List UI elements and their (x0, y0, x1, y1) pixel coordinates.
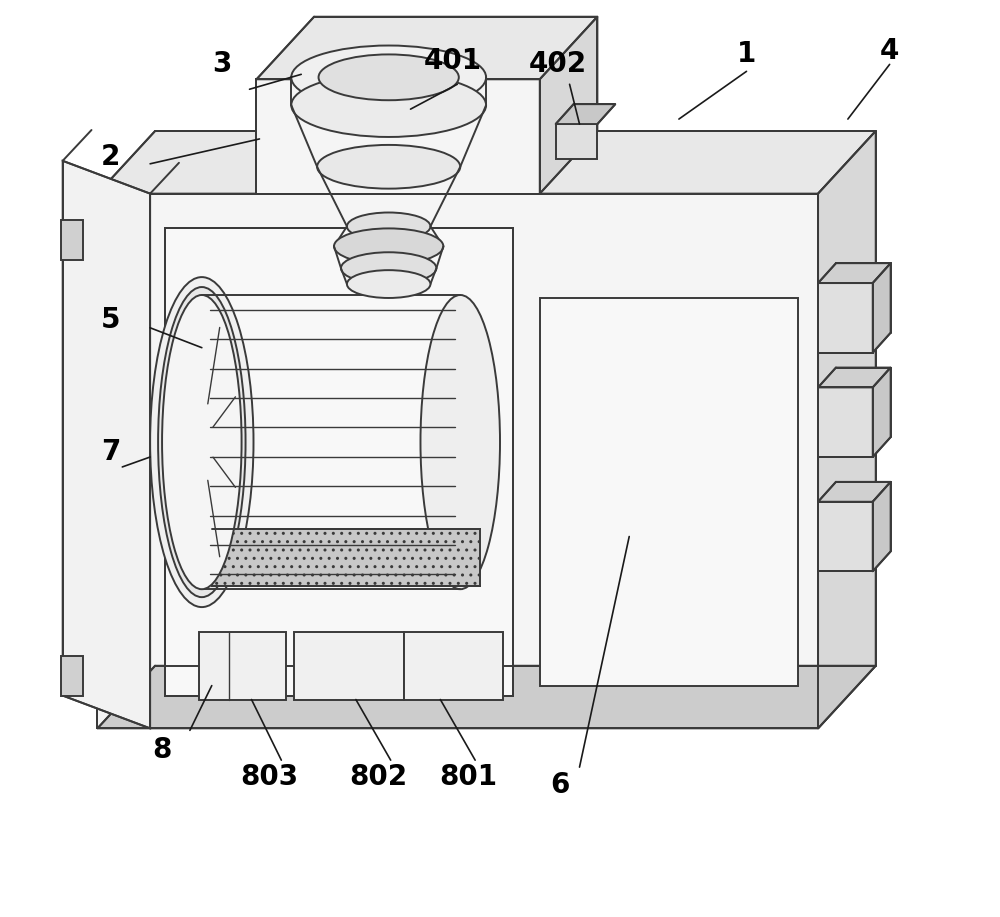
Text: 6: 6 (550, 771, 569, 799)
Text: 803: 803 (240, 763, 298, 791)
Ellipse shape (341, 252, 436, 284)
Bar (540, 298, 798, 686)
Polygon shape (540, 17, 597, 193)
Bar (556, 124, 597, 159)
Ellipse shape (291, 73, 486, 137)
Bar (61, 656, 83, 696)
Bar (61, 220, 83, 260)
Polygon shape (873, 481, 891, 571)
Text: 5: 5 (101, 306, 120, 334)
Polygon shape (97, 193, 818, 728)
Text: 8: 8 (152, 736, 172, 764)
Polygon shape (818, 283, 873, 353)
Ellipse shape (317, 145, 460, 189)
Text: 802: 802 (350, 763, 408, 791)
Text: 7: 7 (101, 438, 120, 466)
Text: 1: 1 (737, 40, 756, 69)
Polygon shape (97, 131, 876, 193)
Ellipse shape (162, 295, 242, 590)
Text: 401: 401 (423, 48, 481, 75)
Ellipse shape (347, 271, 430, 298)
Polygon shape (818, 388, 873, 457)
Ellipse shape (347, 213, 430, 240)
Polygon shape (873, 263, 891, 353)
Polygon shape (256, 79, 540, 193)
Polygon shape (818, 368, 891, 388)
Polygon shape (63, 160, 150, 728)
Ellipse shape (420, 295, 500, 590)
Ellipse shape (334, 228, 443, 264)
Polygon shape (97, 666, 876, 728)
Polygon shape (818, 131, 876, 728)
Ellipse shape (150, 277, 254, 607)
Ellipse shape (291, 46, 486, 109)
Polygon shape (818, 263, 891, 283)
Bar (294, 632, 404, 700)
Polygon shape (873, 368, 891, 457)
Text: 4: 4 (880, 38, 899, 65)
Ellipse shape (319, 54, 459, 100)
Polygon shape (818, 502, 873, 571)
Text: 801: 801 (439, 763, 497, 791)
Text: 2: 2 (101, 143, 120, 171)
Ellipse shape (158, 287, 246, 597)
Text: 402: 402 (529, 50, 587, 78)
Bar (165, 228, 513, 696)
Bar (199, 632, 286, 700)
Polygon shape (556, 105, 615, 124)
Text: 3: 3 (212, 50, 231, 78)
Bar (404, 632, 503, 700)
Polygon shape (256, 17, 597, 79)
Bar (212, 528, 480, 586)
Polygon shape (818, 481, 891, 502)
